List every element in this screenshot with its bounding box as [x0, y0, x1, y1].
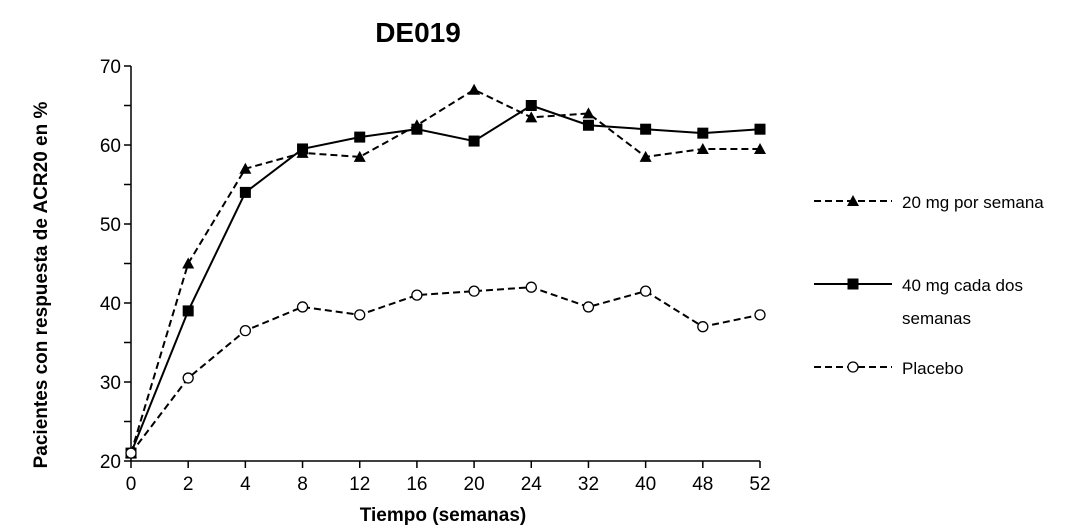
x-tick-label: 8	[297, 474, 308, 495]
x-tick-label: 48	[692, 474, 713, 495]
data-point	[640, 123, 652, 135]
data-point	[754, 142, 766, 154]
x-tick-label: 2	[183, 474, 194, 495]
data-point	[754, 123, 766, 135]
data-point	[411, 289, 423, 301]
y-axis-ticks: 20 30 40 50 60 70	[100, 57, 131, 473]
y-tick-label: 60	[100, 136, 121, 157]
y-tick-label: 50	[100, 215, 121, 236]
data-point	[582, 119, 594, 131]
x-tick-label: 20	[464, 474, 485, 495]
y-tick-label: 30	[100, 373, 121, 394]
series-line-3	[130, 286, 761, 454]
x-axis-ticks: 0 2 4 8 12 16 20 24 32 40 48 52	[126, 461, 771, 495]
legend-item-2: 40 mg cada dos semanas	[814, 276, 1023, 328]
data-point	[239, 324, 252, 337]
data-point	[411, 123, 423, 135]
legend-item-3: Placebo	[814, 359, 963, 378]
x-axis-title: Tiempo (semanas)	[360, 505, 526, 526]
data-point	[125, 447, 137, 459]
x-tick-label: 32	[578, 474, 599, 495]
y-tick-label: 20	[100, 452, 121, 473]
x-tick-label: 16	[406, 474, 427, 495]
y-tick-label: 40	[100, 294, 121, 315]
y-axis-title: Pacientes con respuesta de ACR20 en %	[31, 102, 52, 469]
legend: 20 mg por semana 40 mg cada dos semanas Pla…	[814, 193, 1044, 378]
series-line-1	[130, 88, 760, 454]
x-tick-label: 24	[521, 474, 543, 495]
x-tick-label: 12	[349, 474, 370, 495]
data-point	[525, 100, 537, 111]
data-point	[353, 150, 366, 162]
data-point	[239, 162, 252, 174]
data-point	[697, 127, 709, 139]
data-point	[582, 301, 595, 313]
data-point	[639, 285, 652, 297]
data-point	[296, 301, 309, 313]
legend-marker	[847, 278, 859, 290]
legend-item-1: 20 mg por semana	[814, 193, 1044, 212]
data-point	[468, 83, 481, 95]
data-point	[468, 135, 480, 147]
data-point	[639, 150, 652, 162]
data-point	[182, 305, 194, 317]
data-point	[697, 321, 709, 333]
legend-label: semanas	[902, 309, 971, 328]
legend-marker	[847, 195, 859, 206]
data-point	[354, 131, 366, 143]
legend-marker	[847, 361, 859, 373]
series-3	[125, 281, 766, 459]
data-point	[525, 111, 538, 123]
chart-title: DE019	[375, 17, 461, 48]
data-point	[754, 309, 766, 321]
series-layer	[125, 83, 766, 459]
y-tick-label: 70	[100, 57, 121, 78]
legend-label: Placebo	[902, 359, 963, 378]
data-point	[354, 309, 366, 321]
data-point	[297, 143, 309, 155]
x-tick-label: 40	[635, 474, 656, 495]
data-point	[182, 372, 194, 384]
series-1	[125, 83, 766, 459]
series-2	[125, 100, 766, 459]
data-point	[525, 281, 537, 293]
data-point	[468, 285, 480, 297]
legend-label: 20 mg por semana	[902, 193, 1044, 212]
x-tick-label: 4	[240, 474, 251, 495]
data-point	[182, 257, 195, 269]
x-tick-label: 0	[126, 474, 137, 495]
data-point	[239, 186, 251, 198]
legend-label: 40 mg cada dos	[902, 276, 1023, 295]
data-point	[696, 142, 709, 154]
data-point	[582, 107, 595, 119]
x-tick-label: 52	[749, 474, 770, 495]
series-line-2	[130, 104, 761, 454]
